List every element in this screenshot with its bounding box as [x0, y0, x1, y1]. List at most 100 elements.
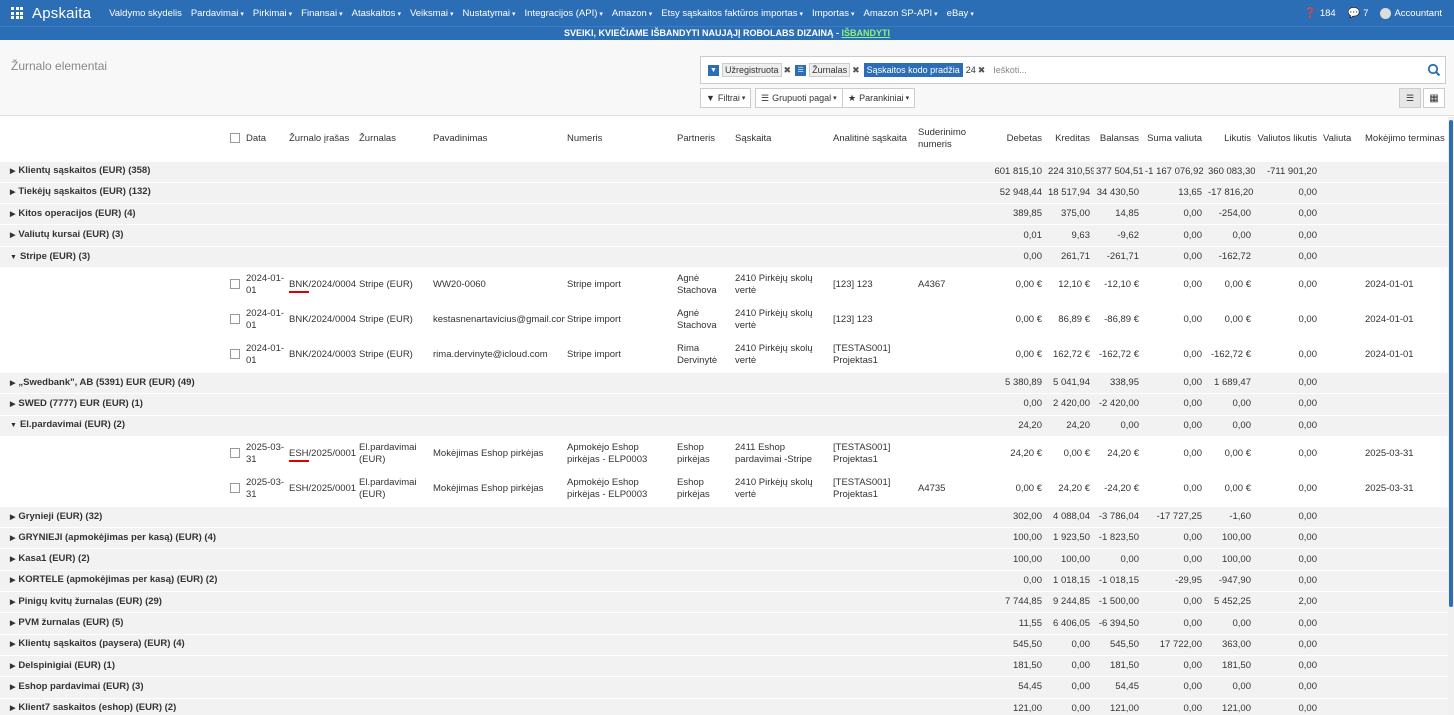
nav-item[interactable]: Amazon SP-API ▾ — [863, 7, 938, 19]
table-row[interactable]: 2024-01-01 BNK/2024/0003 Stripe (EUR) rima.… — [0, 337, 1448, 373]
group-row[interactable]: ▶ KORTELE (apmokėjimas per kasą) (EUR) (2… — [0, 569, 1448, 592]
group-row[interactable]: ▶ Klientų sąskaitos (paysera) (EUR) (4) 54… — [0, 633, 1448, 656]
cell-entry[interactable]: BNK/2024/0004 — [289, 278, 356, 293]
caret-down-icon: ▾ — [934, 10, 938, 18]
group-row[interactable]: ▶ Kitos operacijos (EUR) (4) 389,85 375,00 1… — [0, 203, 1448, 225]
banner-try-link[interactable]: IŠBANDYTI — [841, 28, 891, 38]
group-row[interactable]: ▶ Grynieji (EUR) (32) 302,00 4 088,04 -3 786… — [0, 505, 1448, 528]
col-header-reconcile[interactable]: Suderinimo numeris — [918, 126, 967, 150]
nav-item[interactable]: Etsy sąskaitos faktūros importas ▾ — [661, 7, 804, 19]
favorites-button[interactable]: ★ Parankiniai ▾ — [842, 88, 916, 108]
group-row[interactable]: ▶ Klientų sąskaitos (EUR) (358) 601 815,10… — [0, 160, 1448, 183]
group-row[interactable]: ▶ Tiekėjų sąskaitos (EUR) (132) 52 948,44 1… — [0, 181, 1448, 204]
nav-item[interactable]: Integracijos (API) ▾ — [524, 7, 603, 19]
col-header-date[interactable]: Data — [246, 132, 267, 144]
nav-item[interactable]: Pirkimai ▾ — [252, 7, 293, 19]
brand-name[interactable]: Apskaita — [32, 4, 92, 22]
col-header-amount-currency[interactable]: Suma valiuta — [1147, 132, 1202, 144]
nav-item[interactable]: Amazon ▾ — [611, 7, 653, 19]
group-row[interactable]: ▶ Eshop pardavimai (EUR) (3) 54,45 0,00 54,4… — [0, 676, 1448, 699]
cell-entry[interactable]: ESH/2025/0001 — [289, 482, 357, 494]
cell-currency-residual: 0,00 — [1255, 267, 1321, 303]
nav-item[interactable]: Veiksmai ▾ — [409, 7, 454, 19]
search-icon[interactable] — [1427, 63, 1441, 77]
group-name: „Swedbank", AB (5391) EUR (EUR) (49) — [18, 376, 195, 388]
nav-item[interactable]: Valdymo skydelis — [109, 7, 182, 19]
group-row[interactable]: ▶ PVM žurnalas (EUR) (5) 11,55 6 406,05 -6 3… — [0, 612, 1448, 635]
remove-facet-icon[interactable]: ✖ — [783, 64, 792, 75]
table-row[interactable]: 2024-01-01 BNK/2024/0004 Stripe (EUR) WW20-… — [0, 267, 1448, 303]
group-currency-residual: 2,00 — [1255, 591, 1321, 613]
cell-entry[interactable]: BNK/2024/0004 — [289, 313, 357, 325]
group-row[interactable]: ▶ SWED (7777) EUR (EUR) (1) 0,00 2 420,00 -2… — [0, 393, 1448, 416]
col-header-entry[interactable]: Žurnalo įrašas — [289, 132, 350, 144]
cell-journal: El.pardavimai (EUR) — [357, 436, 431, 472]
pivot-view-button[interactable]: ▦ — [1423, 88, 1445, 108]
nav-item[interactable]: Ataskaitos ▾ — [351, 7, 401, 19]
row-checkbox[interactable] — [230, 279, 240, 290]
col-header-balance[interactable]: Balansas — [1099, 132, 1139, 144]
col-header-due-date[interactable]: Mokėjimo terminas — [1365, 132, 1445, 144]
group-currency-residual: 0,00 — [1255, 697, 1321, 715]
group-row[interactable]: ▶ Kasa1 (EUR) (2) 100,00 100,00 0,00 0,00 100,… — [0, 548, 1448, 571]
list-view-button[interactable]: ☰ — [1399, 88, 1421, 108]
apps-grid-icon[interactable] — [4, 0, 30, 26]
row-checkbox[interactable] — [230, 349, 240, 360]
row-checkbox[interactable] — [230, 448, 240, 459]
user-menu[interactable]: Accountant — [1380, 7, 1442, 19]
col-header-debit[interactable]: Debetas — [1006, 132, 1042, 144]
row-checkbox[interactable] — [230, 483, 240, 494]
scrollbar-thumb[interactable] — [1449, 120, 1453, 607]
cell-entry[interactable]: BNK/2024/0003 — [289, 348, 357, 360]
col-header-journal[interactable]: Žurnalas — [359, 132, 396, 144]
nav-item[interactable]: Importas ▾ — [812, 7, 855, 19]
col-header-label[interactable]: Pavadinimas — [433, 132, 488, 144]
col-header-currency[interactable]: Valiuta — [1323, 132, 1352, 144]
col-header-ref[interactable]: Numeris — [567, 132, 603, 144]
cell-currency — [1321, 471, 1363, 507]
search-facet[interactable]: ☰ Žurnalas ✖ — [795, 63, 860, 77]
group-row[interactable]: ▶ Klient7 saskaitos (eshop) (EUR) (2) 121,… — [0, 697, 1448, 715]
group-currency-residual: 0,00 — [1255, 676, 1321, 699]
nav-item[interactable]: Finansai ▾ — [301, 7, 343, 19]
cell-entry[interactable]: ESH/2025/0001 — [289, 447, 356, 462]
col-header-residual[interactable]: Likutis — [1224, 132, 1251, 144]
filters-button[interactable]: ▼ Filtrai ▾ — [700, 88, 752, 108]
group-name: Klient7 saskaitos (eshop) (EUR) (2) — [18, 702, 177, 714]
remove-facet-icon[interactable]: ✖ — [852, 64, 860, 75]
search-input[interactable] — [993, 65, 1294, 75]
table-row[interactable]: 2025-03-31 ESH/2025/0001 El.pardavimai (EU… — [0, 471, 1448, 507]
search-facet[interactable]: ▼ Užregistruota ✖ — [708, 63, 791, 77]
select-all-checkbox[interactable] — [230, 133, 240, 144]
group-row[interactable]: ▶ „Swedbank", AB (5391) EUR (EUR) (49) 5 3… — [0, 371, 1448, 394]
group-row[interactable]: ▶ Delspinigiai (EUR) (1) 181,50 0,00 181,50 0… — [0, 654, 1448, 677]
col-header-analytic[interactable]: Analitinė sąskaita — [833, 132, 907, 144]
cell-residual: 0,00 € — [1206, 436, 1255, 472]
group-by-button[interactable]: ☰ Grupuoti pagal ▾ — [755, 88, 843, 108]
group-row[interactable]: ▼ El.pardavimai (EUR) (2) 24,20 24,20 0,00 0,… — [0, 414, 1448, 437]
group-name: Stripe (EUR) (3) — [19, 250, 91, 262]
col-header-account[interactable]: Sąskaita — [735, 132, 772, 144]
col-header-currency-residual[interactable]: Valiutos likutis — [1257, 132, 1318, 144]
help-counter[interactable]: ❓ 184 — [1304, 8, 1335, 19]
group-row[interactable]: ▼ Stripe (EUR) (3) 0,00 261,71 -261,71 0,00 -1… — [0, 245, 1448, 268]
search-bar[interactable]: ▼ Užregistruota ✖ ☰ Žurnalas ✖ Sąskaitos kodo … — [700, 56, 1446, 84]
nav-item[interactable]: Pardavimai ▾ — [190, 7, 244, 19]
group-row[interactable]: ▶ Pinigų kvitų žurnalas (EUR) (29) 7 744,8… — [0, 591, 1448, 613]
search-facet[interactable]: Sąskaitos kodo pradžia 24 ✖ — [863, 63, 986, 77]
group-debit: 100,00 — [988, 548, 1046, 571]
messages-counter[interactable]: 💬 7 — [1348, 8, 1369, 19]
row-checkbox[interactable] — [230, 314, 240, 325]
caret-down-icon: ▾ — [288, 10, 293, 18]
col-header-partner[interactable]: Partneris — [677, 132, 716, 144]
nav-item[interactable]: eBay ▾ — [946, 7, 974, 19]
nav-item[interactable]: Nustatymai ▾ — [462, 7, 516, 19]
group-row[interactable]: ▶ GRYNIEJI (apmokėjimas per kasą) (EUR) (… — [0, 527, 1448, 549]
group-residual: 0,00 — [1206, 224, 1255, 247]
table-row[interactable]: 2025-03-31 ESH/2025/0001 El.pardavimai (EU… — [0, 436, 1448, 472]
table-row[interactable]: 2024-01-01 BNK/2024/0004 Stripe (EUR) kesta… — [0, 302, 1448, 338]
group-balance: 0,00 — [1094, 548, 1143, 571]
remove-facet-icon[interactable]: ✖ — [977, 64, 986, 75]
group-row[interactable]: ▶ Valiutų kursai (EUR) (3) 0,01 9,63 -9,62 0,… — [0, 224, 1448, 247]
col-header-credit[interactable]: Kreditas — [1055, 132, 1090, 144]
